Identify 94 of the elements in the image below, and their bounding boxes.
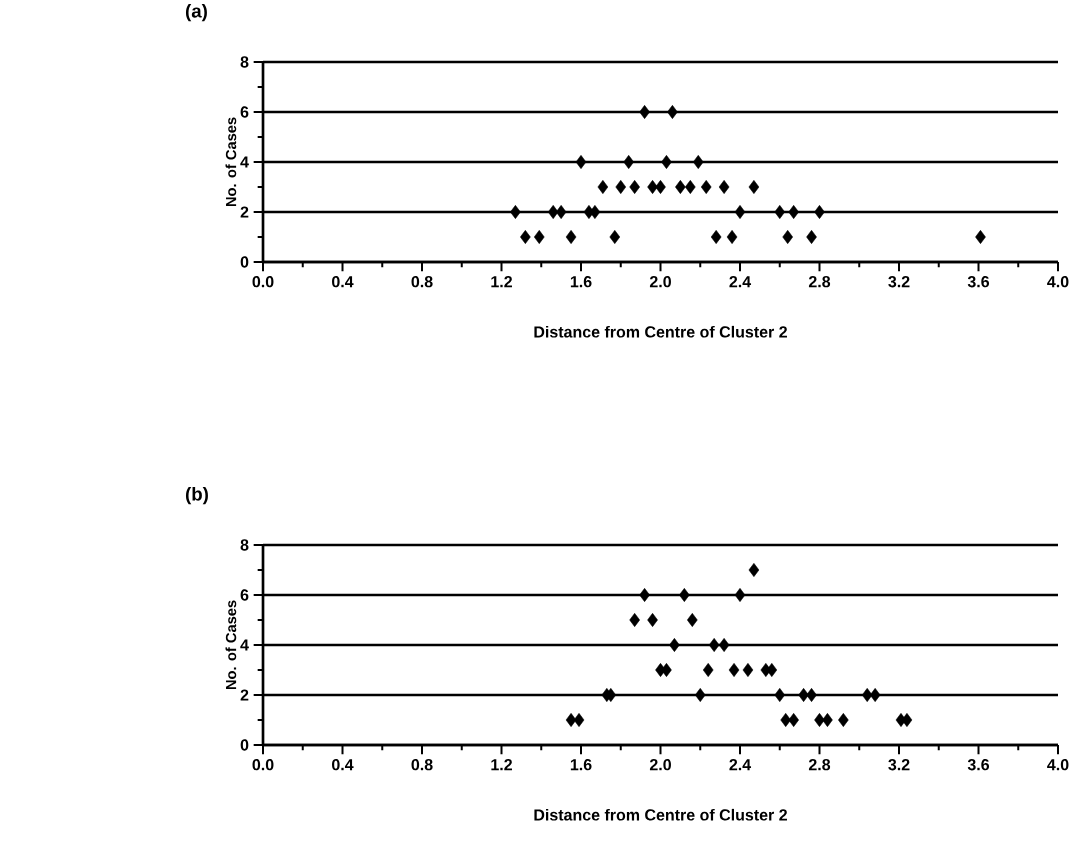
- point: [623, 155, 634, 169]
- x-tick-label: 1.6: [570, 759, 592, 771]
- x-tick-label: 0.4: [332, 759, 354, 771]
- point: [639, 588, 650, 602]
- point: [710, 230, 722, 244]
- point: [615, 180, 627, 194]
- y-tick-label: 2: [240, 206, 249, 218]
- x-tick-label: 1.6: [570, 276, 592, 288]
- point: [573, 713, 585, 727]
- point: [742, 663, 754, 677]
- y-tick-label: 4: [240, 639, 249, 651]
- point: [734, 588, 746, 602]
- y-tick-label: 6: [240, 106, 249, 118]
- x-tick-label: 2.4: [729, 276, 752, 288]
- x-tick-label: 3.2: [888, 759, 910, 771]
- point: [734, 205, 746, 219]
- x-tick-label: 0.8: [411, 276, 433, 288]
- x-tick-label: 3.2: [888, 276, 910, 288]
- point: [685, 180, 696, 194]
- point: [597, 180, 609, 194]
- point: [547, 205, 559, 219]
- point: [661, 155, 672, 169]
- point: [565, 713, 577, 727]
- y-tick-label: 2: [240, 689, 249, 701]
- x-tick-label: 4.0: [1047, 276, 1069, 288]
- x-tick-label: 3.6: [967, 276, 990, 288]
- point: [838, 713, 849, 727]
- point: [510, 205, 521, 219]
- y-tick-label: 4: [240, 156, 249, 168]
- x-tick-label: 3.6: [967, 759, 990, 771]
- y-axis-title: No. of Cases: [225, 117, 237, 207]
- point: [708, 638, 720, 652]
- point: [806, 230, 817, 244]
- point: [726, 230, 738, 244]
- y-tick-label: 0: [240, 739, 249, 751]
- point: [520, 230, 531, 244]
- point: [679, 588, 690, 602]
- x-tick-label: 2.8: [808, 276, 831, 288]
- point: [675, 180, 686, 194]
- x-tick-label: 2.4: [729, 759, 752, 771]
- point: [667, 105, 678, 119]
- point: [629, 613, 640, 627]
- point: [788, 713, 799, 727]
- point: [718, 638, 730, 652]
- x-tick-label: 2.8: [808, 759, 831, 771]
- point: [555, 205, 567, 219]
- point: [629, 180, 640, 194]
- point: [687, 613, 698, 627]
- chart-title: (b): [185, 486, 208, 505]
- point: [814, 205, 825, 219]
- point: [782, 230, 793, 244]
- point: [702, 663, 714, 677]
- y-tick-label: 0: [240, 256, 249, 268]
- point: [975, 230, 986, 244]
- point: [748, 563, 760, 577]
- point: [575, 155, 587, 169]
- point: [661, 663, 672, 677]
- point: [869, 688, 881, 702]
- point: [533, 230, 545, 244]
- point: [766, 663, 778, 677]
- point: [692, 155, 704, 169]
- x-tick-label: 0.8: [411, 759, 433, 771]
- point: [655, 180, 666, 194]
- point: [861, 688, 873, 702]
- point: [609, 230, 621, 244]
- y-tick-label: 8: [240, 56, 249, 68]
- point: [728, 663, 740, 677]
- point: [669, 638, 680, 652]
- point: [639, 105, 650, 119]
- y-tick-label: 8: [240, 539, 249, 551]
- x-tick-label: 1.2: [491, 759, 512, 771]
- x-tick-label: 0.0: [252, 276, 274, 288]
- chart-title: (a): [185, 3, 207, 22]
- y-tick-label: 6: [240, 589, 249, 601]
- x-tick-label: 0.0: [252, 759, 274, 771]
- point: [806, 688, 817, 702]
- point: [647, 613, 658, 627]
- x-tick-label: 2.0: [649, 759, 671, 771]
- x-axis-title: Distance from Centre of Cluster 2: [534, 325, 787, 338]
- x-axis-title: Distance from Centre of Cluster 2: [534, 808, 787, 821]
- point: [718, 180, 730, 194]
- point: [774, 205, 786, 219]
- point: [565, 230, 577, 244]
- x-tick-label: 4.0: [1047, 759, 1069, 771]
- point: [822, 713, 833, 727]
- point: [748, 180, 760, 194]
- y-axis-title: No. of Cases: [225, 600, 237, 690]
- x-tick-label: 2.0: [649, 276, 671, 288]
- x-tick-label: 0.4: [332, 276, 354, 288]
- x-tick-label: 1.2: [491, 276, 512, 288]
- point: [700, 180, 712, 194]
- point: [694, 688, 706, 702]
- point: [788, 205, 799, 219]
- point: [774, 688, 786, 702]
